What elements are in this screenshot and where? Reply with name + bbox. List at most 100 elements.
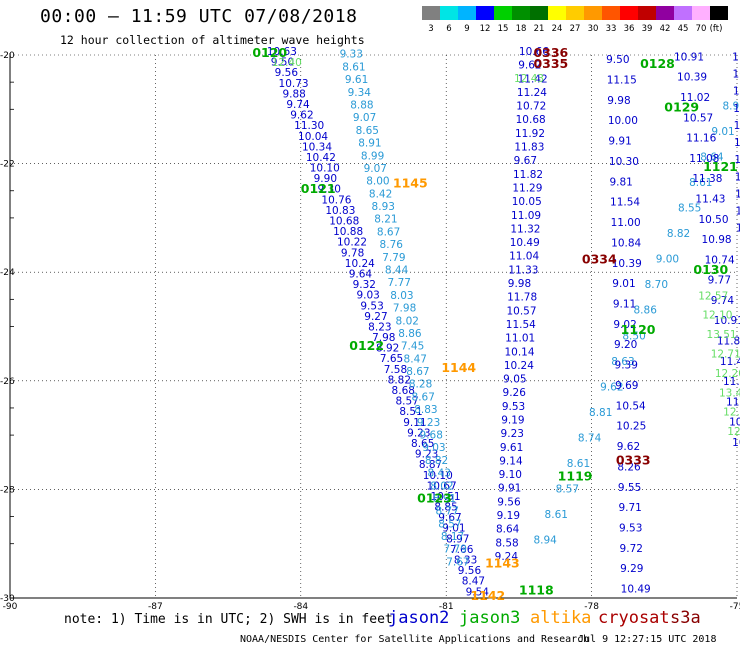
wave-height-value: 10.14 — [504, 346, 534, 358]
scale-label: 9 — [464, 24, 469, 34]
wave-height-value: 9.91 — [498, 483, 521, 495]
wave-height-value: 9.88 — [282, 88, 305, 100]
wave-height-value: 8.86 — [398, 328, 422, 340]
wave-height-value: 9.33 — [340, 49, 363, 61]
wave-height-value: 7.65 — [380, 353, 403, 365]
wave-height-value: 7.67 — [446, 556, 469, 568]
wave-height-value: 8.85 — [434, 502, 457, 514]
wave-height-value: 10.91 — [674, 51, 704, 63]
wave-height-value: 10.72 — [516, 101, 546, 113]
wave-height-value: 8.57 — [556, 484, 579, 496]
wave-height-value: 10.66 — [519, 46, 549, 58]
pass-time-label: 0129 — [664, 99, 699, 114]
lon-tick-label: -90 — [3, 602, 18, 612]
wave-height-value: 9.32 — [353, 279, 376, 291]
scale-swatch — [476, 6, 494, 20]
wave-height-value: 11.94 — [723, 376, 740, 388]
satellite-cryosat-label: cryosat — [598, 608, 670, 628]
scale-swatch — [512, 6, 530, 20]
pass-time-label: 1120 — [621, 322, 656, 337]
wave-height-value: 8.67 — [377, 226, 400, 238]
wave-height-value: 10.98 — [734, 154, 740, 166]
wave-height-value: 8.99 — [361, 150, 384, 162]
altimeter-tracks: 10.639.509.5610.739.889.749.6211.3010.04… — [267, 46, 740, 598]
wave-height-value: 9.53 — [360, 300, 383, 312]
wave-height-value: 9.69 — [615, 380, 638, 392]
scale-swatch — [602, 6, 620, 20]
lat-tick-label: -20 — [0, 51, 15, 61]
wave-height-value: 10.73 — [279, 78, 309, 90]
wave-height-value: 10.42 — [306, 152, 336, 164]
wave-height-value: 9.23 — [407, 427, 430, 439]
wave-height-value: 9.61 — [500, 442, 523, 454]
wave-height-value: 11.43 — [695, 193, 725, 205]
wave-height-value: 10.24 — [345, 258, 375, 270]
footer-timestamp: Jul 9 12:27:15 UTC 2018 — [578, 634, 717, 645]
wave-height-value: 8.00 — [366, 176, 389, 188]
wave-height-value: 9.07 — [353, 112, 376, 124]
units-note: note: 1) Time is in UTC; 2) SWH is in fe… — [64, 612, 393, 627]
map-frame: -20 -22 -24 -26 -28 -30-90 -87 -84 -81 -78 -75 — [0, 51, 740, 612]
wave-height-value: 11.30 — [294, 120, 324, 132]
wave-height-value: 10.68 — [329, 216, 359, 228]
wave-height-value: 8.63 — [611, 356, 634, 368]
wave-height-value: 9.14 — [499, 455, 523, 467]
wave-height-value: 10.67 — [427, 480, 457, 492]
satellite-altika-label: altika — [530, 608, 592, 628]
wave-height-value: 9.56 — [497, 496, 521, 508]
wave-height-value: 9.77 — [708, 275, 731, 287]
satellite-s3a-label: s3a — [670, 608, 701, 628]
wave-height-value: 9.50 — [606, 54, 629, 66]
wave-height-value: 9.74 — [711, 295, 735, 307]
wave-height-value: 8.47 — [462, 576, 485, 588]
scale-swatch — [548, 6, 566, 20]
wave-height-value: 10.54 — [616, 400, 646, 412]
wave-height-value: 9.54 — [466, 586, 490, 598]
wave-height-value: 8.82 — [425, 455, 448, 467]
wave-height-value: 10.68 — [516, 114, 546, 126]
wave-height-value: 8.64 — [700, 151, 724, 163]
wave-height-value: 8.83 — [414, 404, 437, 416]
wave-height-value: 11.92 — [515, 128, 545, 140]
scale-label: 21 — [534, 24, 545, 34]
jason3-light-top-track: 12.43 — [514, 73, 544, 85]
wave-height-value: 7.58 — [384, 364, 407, 376]
wave-height-value: 10.91 — [733, 69, 740, 81]
wave-height-value: 10.88 — [333, 226, 363, 238]
jason2-asc-east-track: 8.94 8.61 8.57 8.61 8.74 8.81 9.62 8.63 8.50 8.86… — [533, 100, 740, 546]
scale-label: 18 — [516, 24, 527, 34]
wave-height-value: 7.45 — [401, 341, 424, 353]
wave-height-value: 8.74 — [578, 432, 602, 444]
wave-height-value: 7.98 — [372, 332, 395, 344]
wave-height-value: 10.50 — [698, 214, 728, 226]
wave-height-value: 11.83 — [514, 142, 544, 154]
scale-swatch — [494, 6, 512, 20]
scale-swatch — [620, 6, 638, 20]
wave-height-value: 9.03 — [422, 442, 445, 454]
wave-height-value: 9.01 — [442, 523, 465, 535]
wave-height-value: 8.82 — [667, 228, 690, 240]
wave-height-value: 9.91 — [608, 136, 631, 148]
wave-height-value: 10.49 — [510, 237, 540, 249]
wave-height-value: 9.81 — [609, 176, 632, 188]
jason3-light-east-track: 12.57 12.10 13.51 12.71 12.20 13.40 12.30 12.80 — [698, 290, 740, 438]
wave-height-value: 11.38 — [692, 173, 722, 185]
wave-height-value: 9.62 — [600, 381, 623, 393]
wave-height-value: 8.61 — [567, 458, 590, 470]
wave-height-value: 8.57 — [438, 518, 461, 530]
wave-height-value: 9.62 — [290, 110, 313, 122]
wave-height-value: 11.08 — [689, 153, 719, 165]
lat-tick-label: -22 — [0, 160, 15, 170]
wave-height-value: 9.11 — [613, 298, 636, 310]
color-scale-legend: 3 6 9 12 15 18 21 24 27 30 33 36 39 42 45 70 (ft) — [422, 6, 728, 34]
scale-swatch — [710, 6, 728, 20]
lat-tick-label: -24 — [0, 268, 15, 278]
wave-height-value: 10.34 — [302, 141, 332, 153]
lat-tick-label: -30 — [0, 594, 15, 604]
scale-label: 45 — [678, 24, 689, 34]
jason3-desc-east2-track: 11.41 10.91 10.69 10.94 10.85 11.36 10.98 11.36… — [732, 51, 740, 234]
wave-height-value: 10.22 — [337, 237, 367, 249]
scale-swatch — [656, 6, 674, 20]
wave-height-value: 9.61 — [345, 74, 368, 86]
pass-time-label: 0121 — [301, 181, 336, 196]
